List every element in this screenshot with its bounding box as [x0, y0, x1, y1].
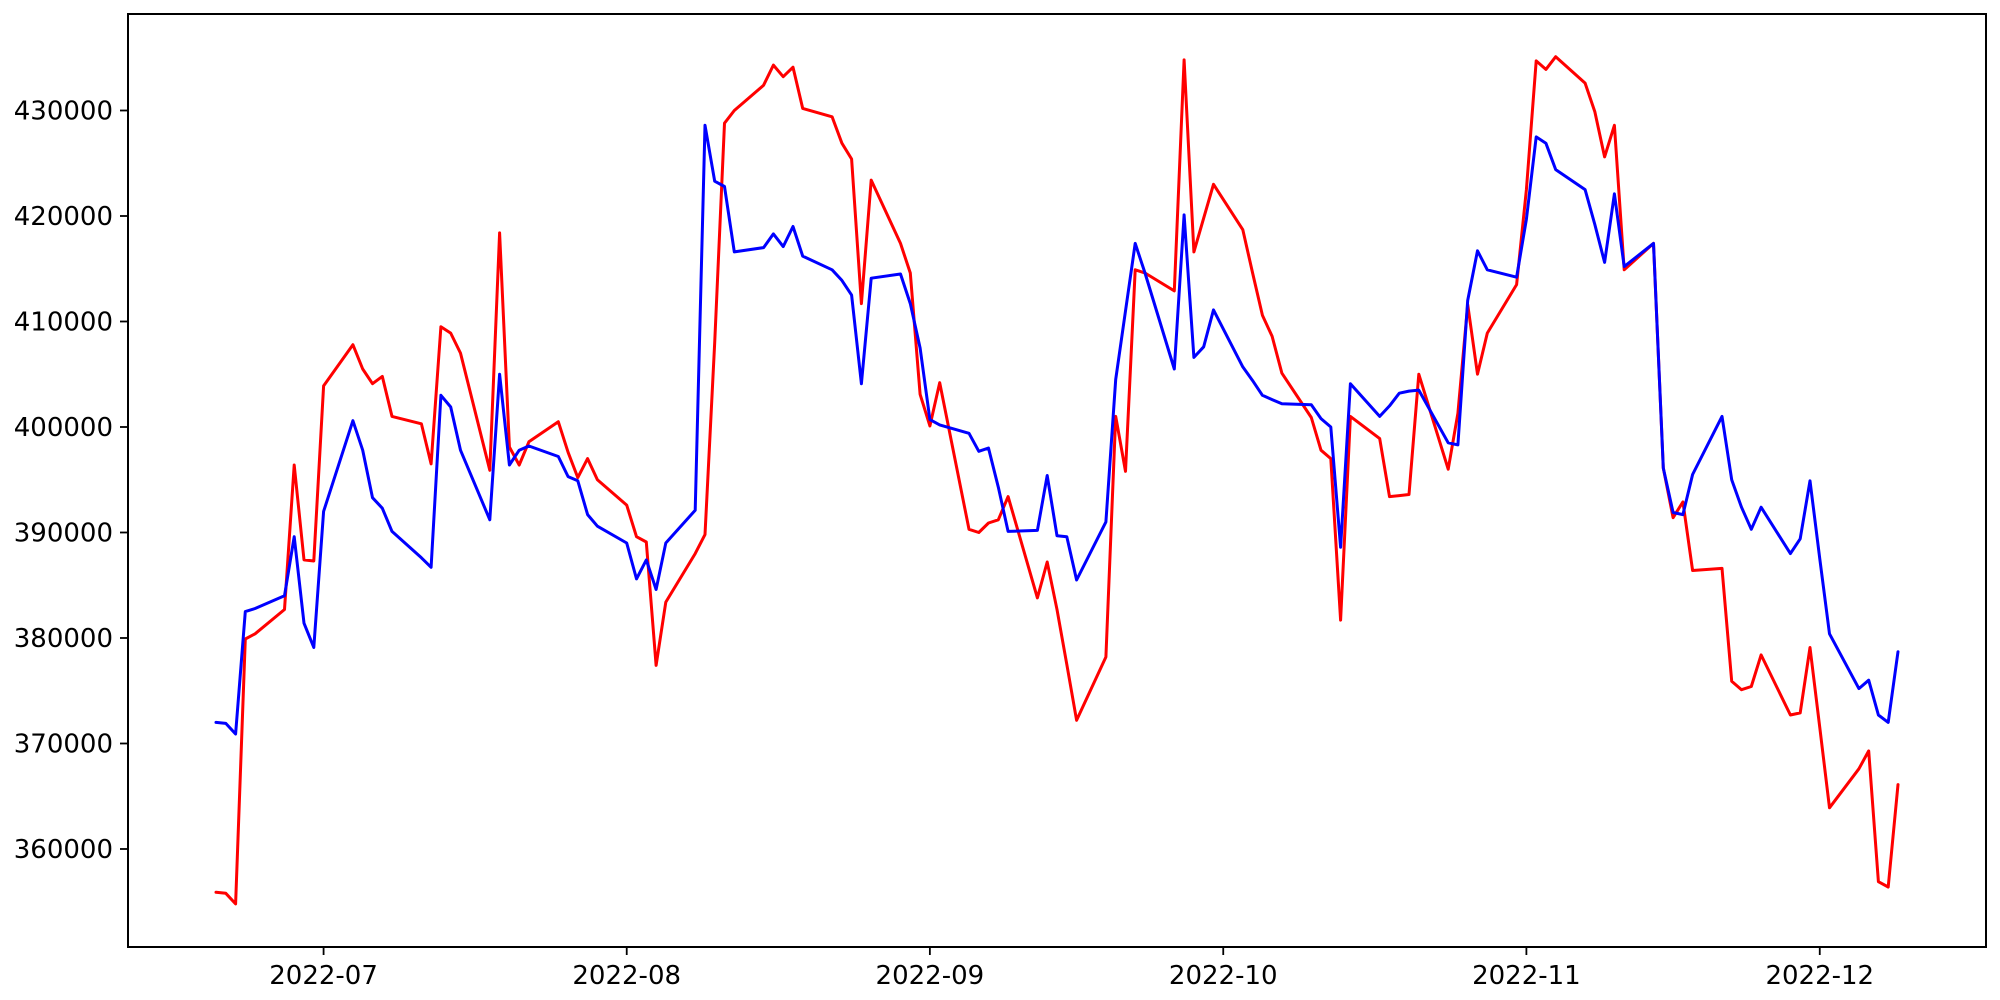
x-tick-label: 2022-12 [1765, 961, 1874, 991]
blue-series-line [214, 123, 1900, 736]
y-tick-label: 360000 [14, 835, 113, 865]
x-tick-label: 2022-09 [876, 961, 985, 991]
plot-frame [127, 13, 1987, 948]
series-lines [214, 55, 1900, 906]
x-tick-label: 2022-11 [1472, 961, 1581, 991]
y-axis-ticks: 360000 370000 380000 390000 400000 410000 4200… [14, 96, 128, 865]
y-tick-label: 410000 [14, 307, 113, 337]
x-axis-ticks: 2022-07 2022-08 2022-09 2022-10 2022-11 2022-… [269, 947, 1874, 991]
y-tick-label: 430000 [14, 96, 113, 126]
x-tick-label: 2022-08 [572, 961, 681, 991]
red-series-line [214, 55, 1900, 906]
x-tick-label: 2022-10 [1169, 961, 1278, 991]
y-tick-label: 420000 [14, 202, 113, 232]
y-tick-label: 380000 [14, 624, 113, 654]
y-tick-label: 370000 [14, 729, 113, 759]
x-tick-label: 2022-07 [269, 961, 378, 991]
y-tick-label: 400000 [14, 413, 113, 443]
y-tick-label: 390000 [14, 518, 113, 548]
